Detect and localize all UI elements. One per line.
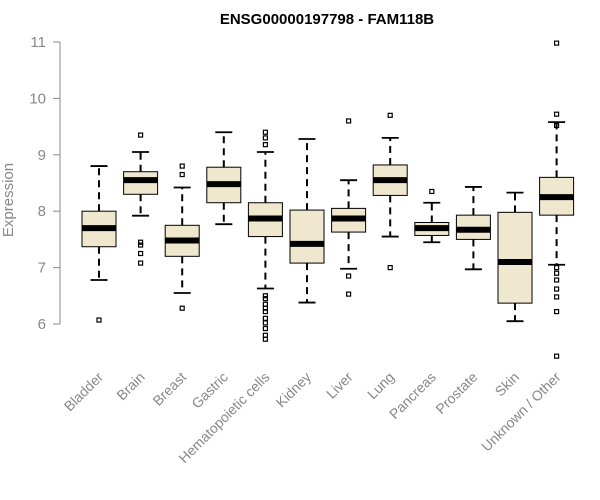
outlier-point <box>429 188 435 195</box>
box-11 <box>539 40 575 359</box>
iqr-box <box>289 209 325 264</box>
iqr-box <box>497 211 533 304</box>
outlier-point <box>553 353 560 359</box>
outlier-point <box>138 250 144 257</box>
x-tick-label: Brain <box>113 369 147 403</box>
box-2 <box>164 163 200 311</box>
chart-title: ENSG00000197798 - FAM118B <box>220 11 434 28</box>
outlier-point <box>553 277 560 283</box>
box-5 <box>289 138 325 304</box>
box-8 <box>414 188 450 244</box>
outlier-point <box>138 239 144 245</box>
x-tick-label: Unknown / Other <box>478 369 564 455</box>
outlier-point <box>346 118 352 124</box>
outlier-point <box>553 111 560 117</box>
box-6 <box>331 118 367 297</box>
outlier-point <box>553 308 560 315</box>
y-axis: 6 7 8 9 10 11 <box>29 34 61 333</box>
box-1 <box>123 132 159 266</box>
outlier-point <box>553 40 560 46</box>
x-tick-label: Kidney <box>273 369 315 411</box>
outlier-point <box>179 163 185 169</box>
outlier-point <box>138 260 144 266</box>
box-10 <box>497 191 533 323</box>
outlier-point <box>262 336 268 342</box>
y-tick-label: 9 <box>38 147 46 164</box>
box-7 <box>372 112 408 271</box>
x-tick-label: Liver <box>323 369 356 402</box>
y-tick-label: 7 <box>38 260 46 277</box>
box-4 <box>247 129 283 342</box>
outlier-point <box>262 135 268 141</box>
x-tick-label: Bladder <box>61 369 107 415</box>
outlier-point <box>262 308 268 315</box>
x-tick-label: Prostate <box>432 369 480 417</box>
box-9 <box>455 186 491 271</box>
outlier-point <box>346 273 352 279</box>
outlier-point <box>387 112 393 118</box>
y-tick-label: 10 <box>29 90 46 107</box>
outlier-point <box>262 305 268 311</box>
outlier-point <box>138 242 144 248</box>
outlier-point <box>262 129 268 135</box>
outlier-point <box>179 171 185 178</box>
y-tick-label: 8 <box>38 203 46 220</box>
x-tick-label: Breast <box>149 369 189 409</box>
y-axis-label: Expression <box>0 163 17 237</box>
x-tick-label: Lung <box>364 369 397 402</box>
outlier-point <box>262 293 268 299</box>
box-0 <box>81 165 117 323</box>
outlier-point <box>553 265 560 271</box>
outlier-point <box>96 317 102 323</box>
x-tick-label: Skin <box>492 369 523 400</box>
outlier-point <box>553 270 560 276</box>
outlier-point <box>262 142 268 148</box>
y-tick-label: 6 <box>38 316 46 333</box>
outlier-point <box>553 294 560 300</box>
outlier-point <box>179 305 185 311</box>
outlier-point <box>262 325 268 332</box>
outlier-point <box>387 265 393 271</box>
y-tick-label: 11 <box>30 34 46 51</box>
outlier-point <box>553 286 560 292</box>
outlier-point <box>262 320 268 326</box>
box-3 <box>206 131 242 226</box>
outlier-point <box>553 122 560 129</box>
outlier-point <box>138 132 144 138</box>
outlier-point <box>346 291 352 297</box>
boxes-group <box>81 40 575 359</box>
outlier-point <box>262 315 268 321</box>
outlier-point <box>262 296 268 302</box>
